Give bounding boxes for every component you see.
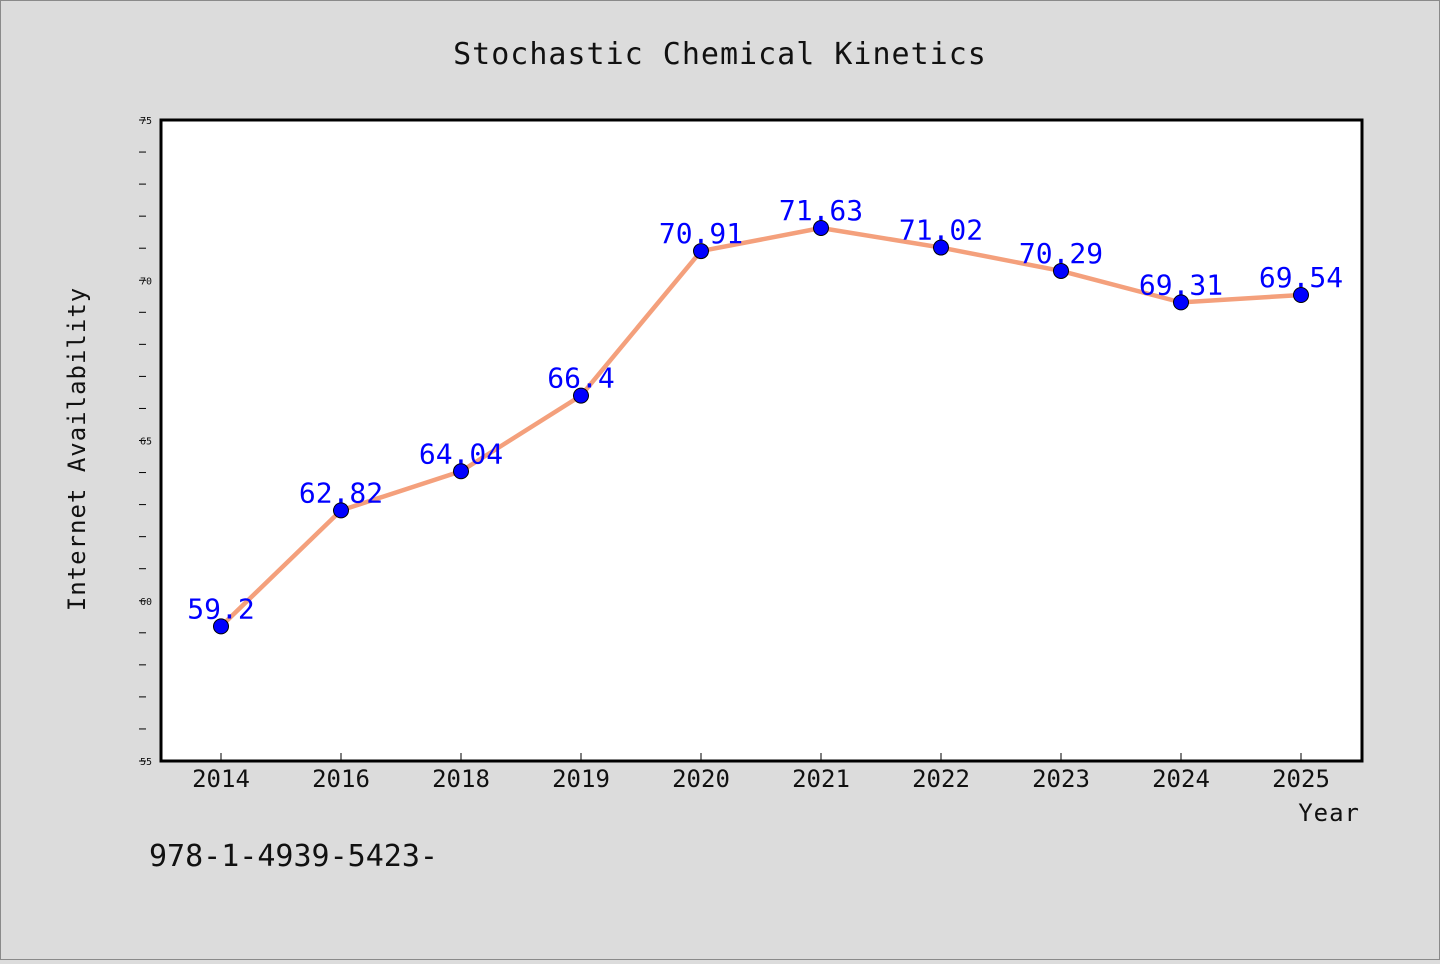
x-axis-label: Year	[1298, 799, 1360, 827]
y-tick-label: 60	[140, 597, 152, 608]
series-layer: 59.2 62.82 64.04 66.4 70.91 71.63 71.02 70.29 69…	[187, 194, 1343, 635]
data-point-marker	[213, 618, 229, 635]
y-tick-label: 55	[140, 757, 152, 768]
data-label: 66.4	[547, 362, 614, 395]
x-tick-label: 2018	[432, 765, 490, 793]
data-label: 62.82	[299, 476, 383, 509]
data-point-marker	[1053, 262, 1069, 279]
x-tick-label: 2016	[312, 765, 370, 793]
data-point-marker	[333, 502, 349, 519]
y-tick-label: 70	[140, 276, 152, 287]
y-axis: 55 60 65 70 75	[139, 116, 152, 768]
data-point-marker	[453, 463, 469, 480]
data-label: 69.31	[1139, 268, 1223, 301]
x-tick-label: 2025	[1272, 765, 1330, 793]
x-tick-label: 2014	[192, 765, 250, 793]
data-label: 71.02	[899, 214, 983, 247]
data-label: 59.2	[187, 592, 254, 625]
series-line	[218, 225, 1304, 629]
x-tick-label: 2024	[1152, 765, 1210, 793]
data-label: 69.54	[1259, 261, 1343, 294]
plot-area	[159, 118, 1364, 763]
x-tick-label: 2019	[552, 765, 610, 793]
data-point-marker	[573, 387, 589, 404]
x-tick-label: 2021	[792, 765, 850, 793]
footer-text: 978-1-4939-5423-	[149, 839, 438, 874]
data-point-marker	[1293, 286, 1309, 303]
x-tick-label: 2020	[672, 765, 730, 793]
y-tick-label: 65	[140, 437, 152, 448]
data-label: 70.29	[1019, 237, 1103, 270]
data-point-marker	[693, 243, 709, 260]
data-label: 64.04	[419, 437, 503, 470]
data-point-marker	[933, 239, 949, 256]
chart-title: Stochastic Chemical Kinetics	[453, 37, 987, 72]
data-point-marker	[813, 220, 829, 237]
data-label: 71.63	[779, 194, 863, 227]
x-axis: 2014 2016 2018 2019 2020 2021 2022 2023 2024 2025	[192, 753, 1330, 793]
data-point-marker	[1173, 294, 1189, 311]
x-tick-label: 2023	[1032, 765, 1090, 793]
x-tick-label: 2022	[912, 765, 970, 793]
data-label: 70.91	[659, 217, 743, 250]
y-tick-label: 75	[140, 116, 152, 127]
y-axis-label: Internet Availability	[63, 287, 91, 611]
